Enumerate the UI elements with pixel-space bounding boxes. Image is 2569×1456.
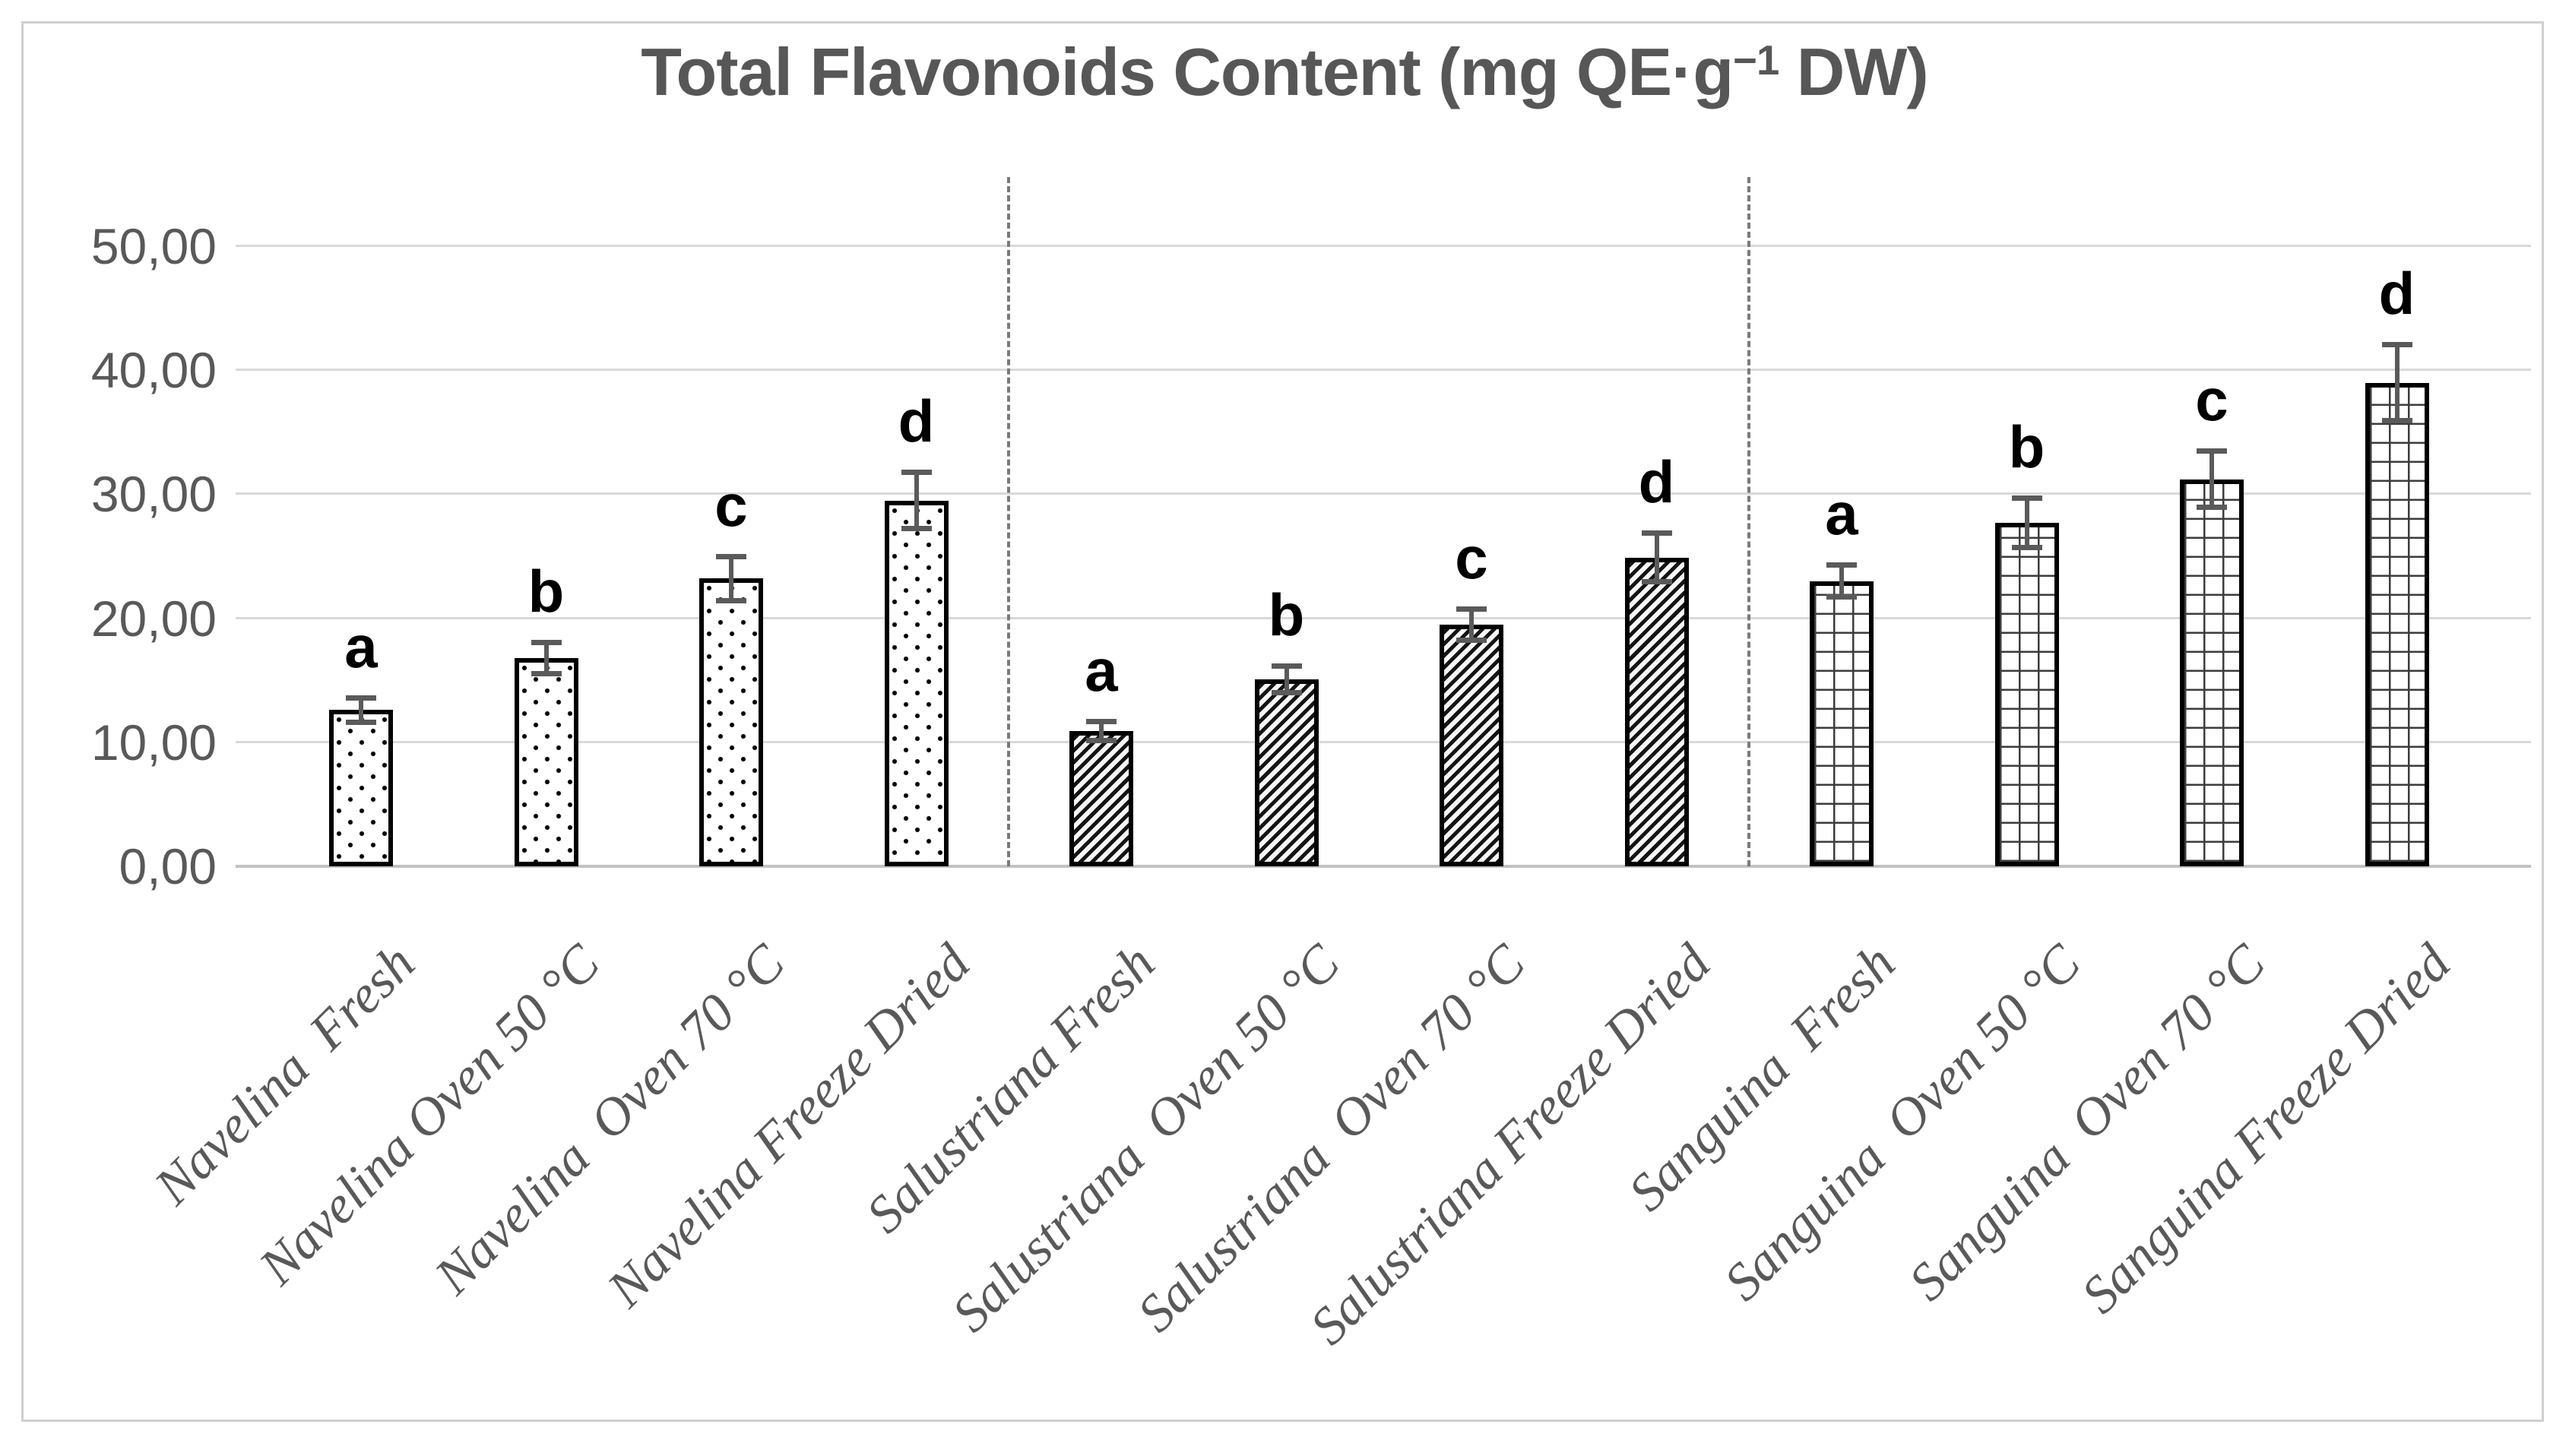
chart-title-main: Total Flavonoids Content (mg QE·g xyxy=(641,34,1734,109)
error-bar-top-cap xyxy=(2011,495,2042,502)
significance-letter: c xyxy=(2195,366,2228,434)
significance-letter: d xyxy=(1638,448,1675,515)
error-bar-bottom-cap xyxy=(716,597,746,603)
error-bar-bottom-cap xyxy=(531,671,562,677)
error-bar-line xyxy=(543,641,549,675)
error-bar-bottom-cap xyxy=(1826,593,1857,600)
error-bar-line xyxy=(2024,498,2029,548)
y-tick-label: 0,00 xyxy=(119,838,217,894)
significance-letter: c xyxy=(1455,524,1488,591)
error-bar-line xyxy=(1654,532,1659,583)
error-bar-top-cap xyxy=(2381,341,2412,347)
gridline xyxy=(236,740,2531,743)
group-separator xyxy=(1747,177,1751,866)
chart-title-suffix: DW) xyxy=(1779,34,1929,109)
y-tick-label: 50,00 xyxy=(90,218,217,274)
error-bar-bottom-cap xyxy=(346,719,376,725)
x-axis-line xyxy=(236,865,2531,868)
error-bar-top-cap xyxy=(1456,606,1487,612)
error-bar-line xyxy=(914,472,919,530)
error-bar-top-cap xyxy=(1271,663,1302,669)
error-bar-bottom-cap xyxy=(1641,579,1672,585)
y-tick-label: 20,00 xyxy=(90,590,217,647)
error-bar-top-cap xyxy=(1641,530,1672,536)
bar xyxy=(1624,557,1689,866)
error-bar-top-cap xyxy=(2197,448,2227,454)
error-bar-line xyxy=(359,698,363,723)
bar xyxy=(329,710,393,866)
error-bar-bottom-cap xyxy=(901,526,932,532)
error-bar-line xyxy=(1099,721,1104,742)
bar xyxy=(2180,479,2244,866)
y-tick-label: 30,00 xyxy=(90,466,217,523)
error-bar-top-cap xyxy=(716,554,746,559)
significance-letter: a xyxy=(344,613,378,681)
bar xyxy=(1254,679,1319,866)
significance-letter: c xyxy=(714,472,748,539)
chart-frame xyxy=(21,21,2544,1422)
error-bar-top-cap xyxy=(1086,719,1117,725)
error-bar-bottom-cap xyxy=(2381,418,2412,424)
significance-letter: b xyxy=(527,557,565,625)
significance-letter: b xyxy=(2008,413,2045,481)
error-bar-line xyxy=(2209,451,2214,508)
error-bar-bottom-cap xyxy=(1456,637,1487,643)
error-bar-bottom-cap xyxy=(1271,689,1302,695)
error-bar-bottom-cap xyxy=(1086,738,1117,744)
bar xyxy=(1810,581,1874,866)
significance-letter: a xyxy=(1825,480,1858,548)
significance-letter: a xyxy=(1085,637,1118,704)
bar xyxy=(514,657,578,866)
significance-letter: d xyxy=(2378,259,2415,327)
bar xyxy=(884,500,949,866)
gridline xyxy=(236,616,2531,619)
gridline xyxy=(236,492,2531,495)
gridline xyxy=(236,245,2531,247)
bar xyxy=(1440,624,1503,866)
error-bar-line xyxy=(2394,343,2400,422)
error-bar-line xyxy=(1284,665,1289,693)
bar xyxy=(699,578,763,866)
y-tick-label: 10,00 xyxy=(90,714,217,771)
error-bar-bottom-cap xyxy=(2197,505,2227,511)
gridline xyxy=(236,369,2531,372)
significance-letter: b xyxy=(1268,581,1305,648)
error-bar-top-cap xyxy=(1826,562,1857,568)
error-bar-bottom-cap xyxy=(2011,544,2042,550)
group-separator xyxy=(1007,177,1011,866)
bar xyxy=(1994,522,2059,866)
error-bar-top-cap xyxy=(901,470,932,476)
error-bar-line xyxy=(1469,608,1474,641)
chart-title-superscript: −1 xyxy=(1733,36,1779,84)
bar xyxy=(1069,731,1133,866)
error-bar-top-cap xyxy=(531,639,562,645)
error-bar-top-cap xyxy=(346,695,376,701)
bar xyxy=(2365,382,2429,866)
error-bar-line xyxy=(729,556,733,601)
error-bar-line xyxy=(1839,565,1844,597)
significance-letter: d xyxy=(898,388,935,455)
y-tick-label: 40,00 xyxy=(90,342,217,399)
chart-title: Total Flavonoids Content (mg QE·g−1 DW) xyxy=(0,33,2569,111)
